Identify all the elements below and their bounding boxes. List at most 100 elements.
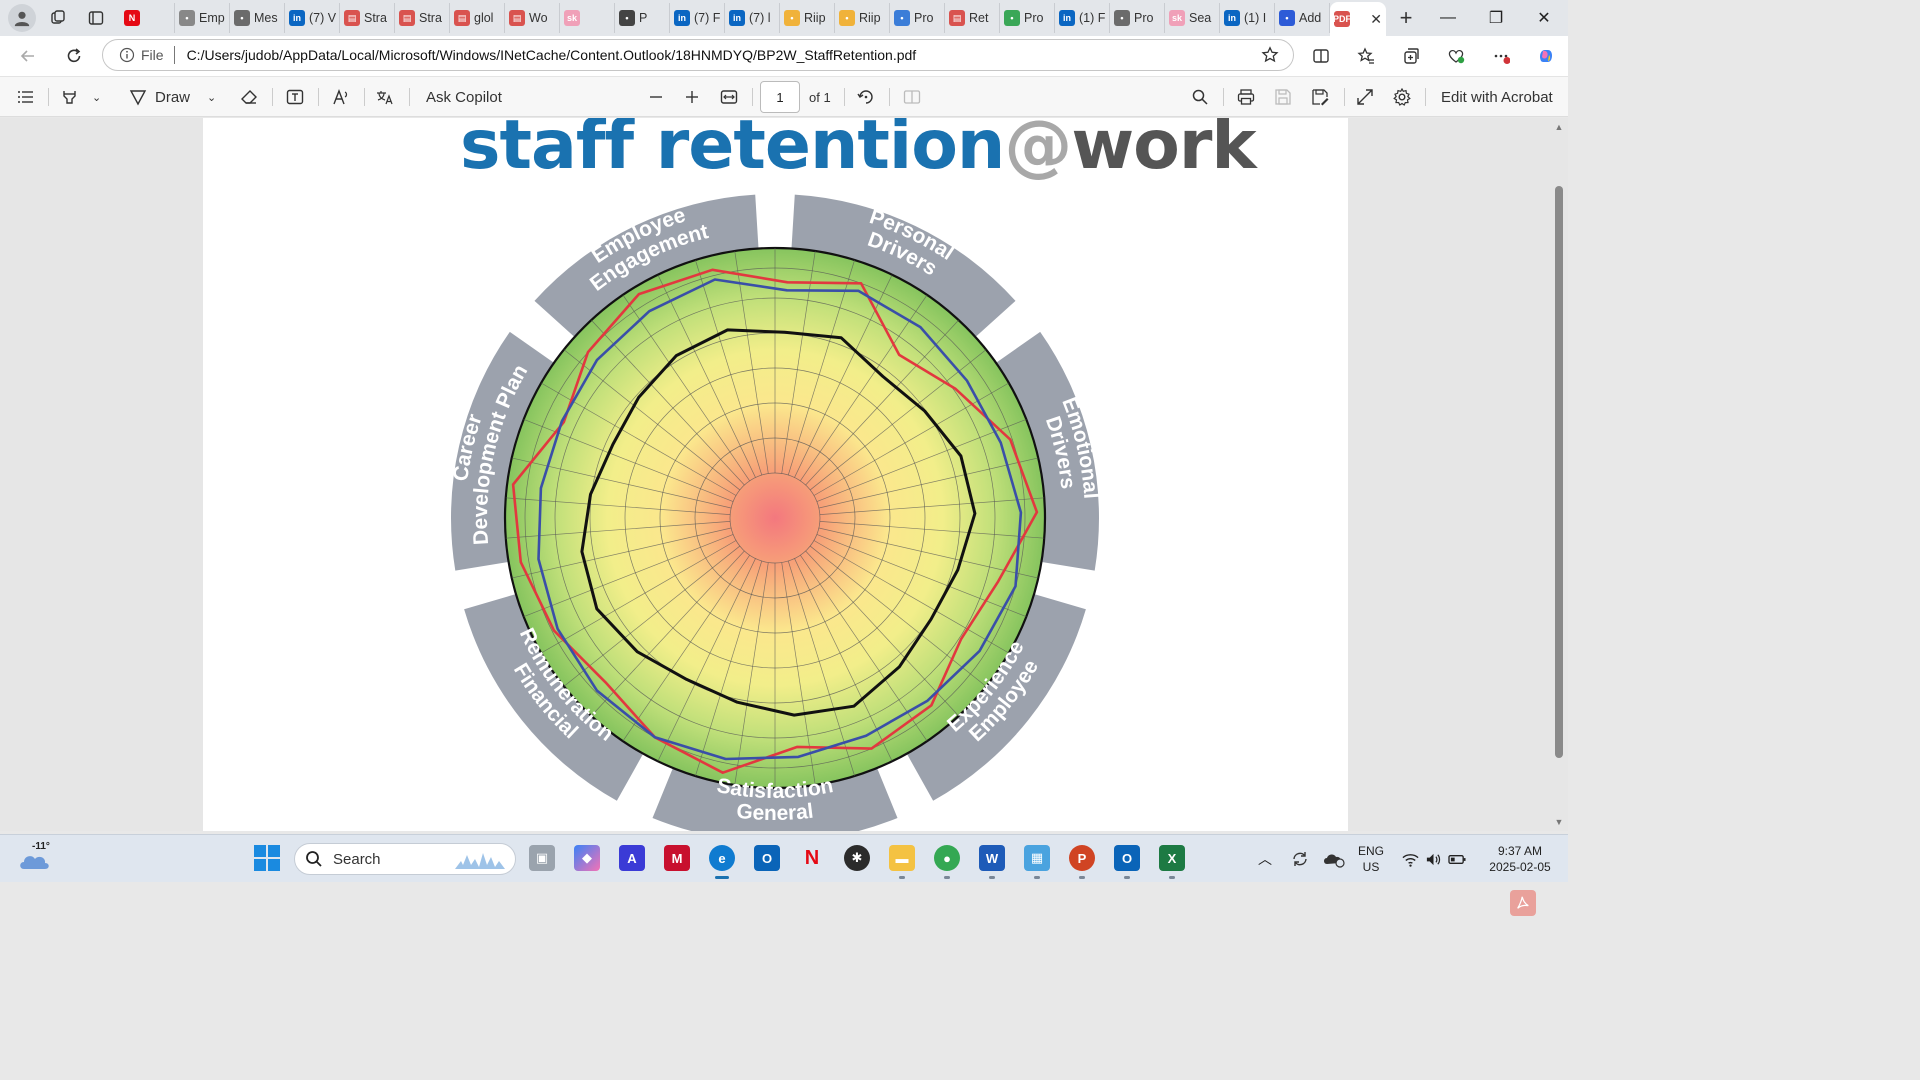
word-icon[interactable]: W: [979, 845, 1005, 879]
collections-button[interactable]: [1388, 40, 1433, 72]
browser-tab[interactable]: in (7) l: [725, 3, 780, 33]
save-as-button[interactable]: [1311, 77, 1329, 117]
tab-active[interactable]: PDF ✕: [1330, 2, 1386, 36]
fullscreen-button[interactable]: [1356, 77, 1374, 117]
minimize-button[interactable]: —: [1440, 9, 1456, 26]
browser-tab[interactable]: ▤ Wo: [505, 3, 560, 33]
highlight-dropdown[interactable]: ⌄: [92, 77, 101, 117]
calculator-icon[interactable]: ▦: [1024, 845, 1050, 879]
grid-spoke: [787, 259, 855, 476]
vertical-scrollbar[interactable]: ▲ ▼: [1554, 118, 1564, 831]
contents-button[interactable]: [17, 77, 35, 117]
browser-tab[interactable]: • Riip: [780, 3, 835, 33]
copilot-button[interactable]: [1523, 40, 1568, 72]
rotate-button[interactable]: [857, 77, 875, 117]
chrome-icon[interactable]: ●: [934, 845, 960, 879]
excel-icon[interactable]: X: [1159, 845, 1185, 879]
favorites-button[interactable]: [1343, 40, 1388, 72]
page-view-button[interactable]: [903, 77, 921, 117]
browser-tab[interactable]: • Pro: [890, 3, 945, 33]
acrobat-floating-button[interactable]: [1510, 890, 1536, 916]
start-button[interactable]: [254, 845, 280, 871]
save-button[interactable]: [1274, 77, 1292, 117]
pdf-viewer[interactable]: staff retention@work Personal Drivers Emot…: [0, 118, 1568, 916]
browser-tab[interactable]: in (1) F: [1055, 3, 1110, 33]
system-clock[interactable]: 9:37 AM 2025-02-05: [1480, 843, 1560, 875]
browser-tab[interactable]: ▤ glol: [450, 3, 505, 33]
ring-segment: [451, 331, 556, 571]
find-button[interactable]: [1191, 77, 1209, 117]
browser-tab[interactable]: sk: [560, 3, 615, 33]
draw-button[interactable]: Draw: [129, 77, 190, 117]
ai-app-icon[interactable]: A: [619, 845, 645, 871]
language-indicator[interactable]: ENG US: [1358, 835, 1384, 883]
file-explorer-icon[interactable]: ▬: [889, 845, 915, 879]
ask-copilot-button[interactable]: Ask Copilot: [426, 77, 502, 117]
workspaces-button[interactable]: [42, 4, 74, 32]
browser-tab[interactable]: in (7) V: [285, 3, 340, 33]
task-view-icon[interactable]: ▣: [529, 845, 555, 871]
address-bar[interactable]: File C:/Users/judob/AppData/Local/Micros…: [102, 39, 1294, 71]
weather-widget[interactable]: -11°: [18, 841, 52, 875]
outlook-new-icon[interactable]: O: [754, 845, 780, 871]
netflix-icon[interactable]: N: [804, 846, 820, 869]
favorite-star-icon[interactable]: [1261, 46, 1279, 64]
mcafee-icon[interactable]: M: [664, 845, 690, 871]
browser-tab[interactable]: • Mes: [230, 3, 285, 33]
page-number-input[interactable]: 1: [760, 81, 800, 113]
split-screen-button[interactable]: [1298, 40, 1343, 72]
close-window-button[interactable]: ✕: [1537, 10, 1551, 27]
tab-label: Add: [1299, 11, 1322, 25]
print-button[interactable]: [1237, 77, 1255, 117]
powerpoint-icon[interactable]: P: [1069, 845, 1095, 879]
edge-icon[interactable]: e: [709, 845, 735, 879]
restore-button[interactable]: ❐: [1488, 10, 1504, 27]
add-text-button[interactable]: [286, 77, 304, 117]
taskbar-search[interactable]: Search: [294, 843, 516, 875]
show-hidden-icons[interactable]: ︿: [1258, 835, 1272, 883]
browser-tab[interactable]: • Pro: [1000, 3, 1055, 33]
edit-with-acrobat-button[interactable]: Edit with Acrobat: [1441, 77, 1553, 117]
quick-settings[interactable]: [1402, 835, 1467, 883]
browser-tab[interactable]: • P: [615, 3, 670, 33]
pdf-settings-button[interactable]: [1393, 77, 1411, 117]
read-aloud-button[interactable]: [332, 77, 350, 117]
browser-tab[interactable]: in (1) I: [1220, 3, 1275, 33]
erase-button[interactable]: [240, 77, 258, 117]
scrollbar-thumb[interactable]: [1555, 186, 1563, 758]
browser-tab[interactable]: • Add: [1275, 3, 1330, 33]
scroll-down-arrow[interactable]: ▼: [1554, 817, 1564, 827]
browser-tab[interactable]: sk Sea: [1165, 3, 1220, 33]
onedrive-tray-icon[interactable]: [1323, 835, 1345, 883]
more-menu-button[interactable]: [1478, 40, 1523, 72]
fit-width-button[interactable]: [720, 77, 738, 117]
tab-actions-button[interactable]: [80, 4, 112, 32]
browser-tab[interactable]: ▤ Stra: [395, 3, 450, 33]
browser-tab[interactable]: • Pro: [1110, 3, 1165, 33]
browser-tab[interactable]: in (7) F: [670, 3, 725, 33]
slack-icon[interactable]: ✱: [844, 845, 870, 871]
new-tab-button[interactable]: +: [1399, 5, 1413, 30]
url-text[interactable]: C:/Users/judob/AppData/Local/Microsoft/W…: [186, 47, 917, 63]
scroll-up-arrow[interactable]: ▲: [1554, 122, 1564, 132]
copilot-app-icon[interactable]: ◆: [574, 845, 600, 871]
profile-avatar[interactable]: [8, 4, 36, 32]
translate-button[interactable]: [376, 77, 394, 117]
sync-tray-icon[interactable]: [1291, 835, 1309, 883]
zoom-in-button[interactable]: [683, 77, 701, 117]
browser-tab[interactable]: N: [120, 3, 175, 33]
highlight-button[interactable]: [61, 77, 79, 117]
browser-tab[interactable]: • Emp: [175, 3, 230, 33]
back-button[interactable]: [8, 40, 48, 72]
site-info[interactable]: File: [119, 46, 175, 64]
refresh-button[interactable]: [54, 40, 94, 72]
browser-tab[interactable]: ▤ Stra: [340, 3, 395, 33]
browser-tab[interactable]: • Riip: [835, 3, 890, 33]
zoom-out-button[interactable]: [647, 77, 665, 117]
browser-tab[interactable]: ▤ Ret: [945, 3, 1000, 33]
close-tab-icon[interactable]: ✕: [1370, 10, 1382, 27]
outlook-icon[interactable]: O: [1114, 845, 1140, 879]
riip-icon: •: [784, 10, 800, 26]
performance-button[interactable]: [1433, 40, 1478, 72]
draw-dropdown[interactable]: ⌄: [207, 77, 216, 117]
